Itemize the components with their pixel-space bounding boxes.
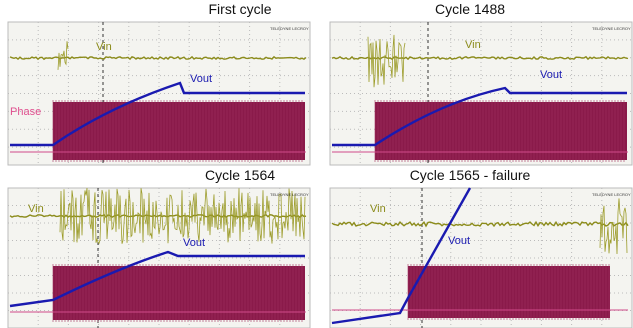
scope-logo: TELEDYNE LECROY — [592, 192, 631, 197]
scope-logo: TELEDYNE LECROY — [270, 192, 309, 197]
panel-title: Cycle 1488 — [435, 1, 505, 17]
vin-label: Vin — [28, 203, 44, 215]
panel-title: Cycle 1564 — [205, 167, 275, 183]
vin-label: Vin — [96, 41, 112, 53]
vin-label: Vin — [465, 39, 481, 51]
vout-label: Vout — [448, 235, 470, 247]
vin-label: Vin — [370, 203, 386, 215]
oscilloscope-figure: First cycle TELEDYNE LECROY Vin Vout Phase Cy… — [0, 0, 633, 328]
scope-panel: TELEDYNE LECROY Vin Vout Phase — [8, 22, 310, 165]
panel-title: First cycle — [209, 1, 272, 17]
vout-label: Vout — [190, 73, 212, 85]
scope-panel: TELEDYNE LECROY Vin Vout — [8, 188, 310, 328]
scope-logo: TELEDYNE LECROY — [592, 26, 631, 31]
scope-logo: TELEDYNE LECROY — [270, 26, 309, 31]
vout-label: Vout — [540, 69, 562, 81]
phase-label: Phase — [10, 106, 41, 118]
scope-panel: TELEDYNE LECROY Vin Vout — [330, 22, 632, 165]
page: {"panels": [ {"title": "First cycle", "l… — [0, 0, 633, 328]
panel-title: Cycle 1565 - failure — [410, 167, 531, 183]
vout-label: Vout — [183, 237, 205, 249]
scope-panel: TELEDYNE LECROY Vin Vout — [330, 188, 632, 328]
